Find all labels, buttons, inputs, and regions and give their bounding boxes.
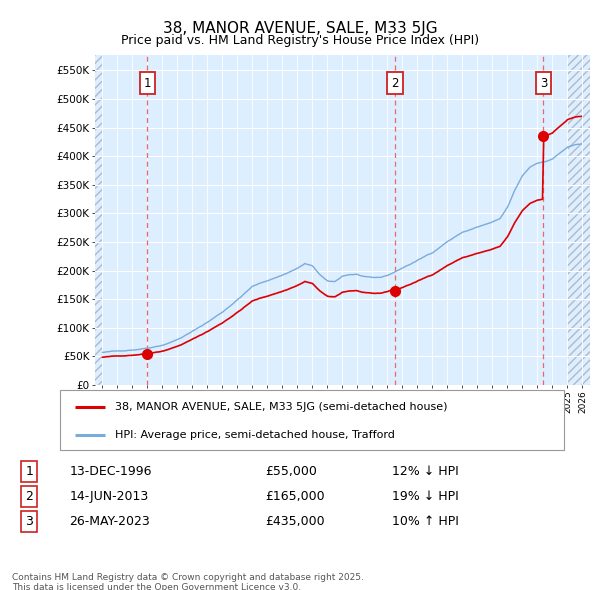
Text: 14-JUN-2013: 14-JUN-2013 [70,490,149,503]
Text: 1: 1 [144,77,151,90]
Text: 3: 3 [540,77,547,90]
Text: Price paid vs. HM Land Registry's House Price Index (HPI): Price paid vs. HM Land Registry's House … [121,34,479,47]
Text: Contains HM Land Registry data © Crown copyright and database right 2025.: Contains HM Land Registry data © Crown c… [12,573,364,582]
Text: 38, MANOR AVENUE, SALE, M33 5JG: 38, MANOR AVENUE, SALE, M33 5JG [163,21,437,35]
Text: 12% ↓ HPI: 12% ↓ HPI [392,464,459,477]
Text: £165,000: £165,000 [265,490,325,503]
Text: £55,000: £55,000 [265,464,317,477]
Text: £435,000: £435,000 [265,516,325,529]
Text: 10% ↑ HPI: 10% ↑ HPI [392,516,459,529]
Text: HPI: Average price, semi-detached house, Trafford: HPI: Average price, semi-detached house,… [115,430,395,440]
Text: 26-MAY-2023: 26-MAY-2023 [70,516,151,529]
Text: 38, MANOR AVENUE, SALE, M33 5JG (semi-detached house): 38, MANOR AVENUE, SALE, M33 5JG (semi-de… [115,402,448,412]
Text: 3: 3 [25,516,33,529]
Bar [568,55,590,385]
Text: 2: 2 [391,77,399,90]
Text: 1: 1 [25,464,33,477]
Text: This data is licensed under the Open Government Licence v3.0.: This data is licensed under the Open Gov… [12,583,301,590]
Bar [95,55,103,385]
Text: 13-DEC-1996: 13-DEC-1996 [70,464,152,477]
FancyBboxPatch shape [60,390,564,450]
Text: 2: 2 [25,490,33,503]
Text: 19% ↓ HPI: 19% ↓ HPI [392,490,459,503]
